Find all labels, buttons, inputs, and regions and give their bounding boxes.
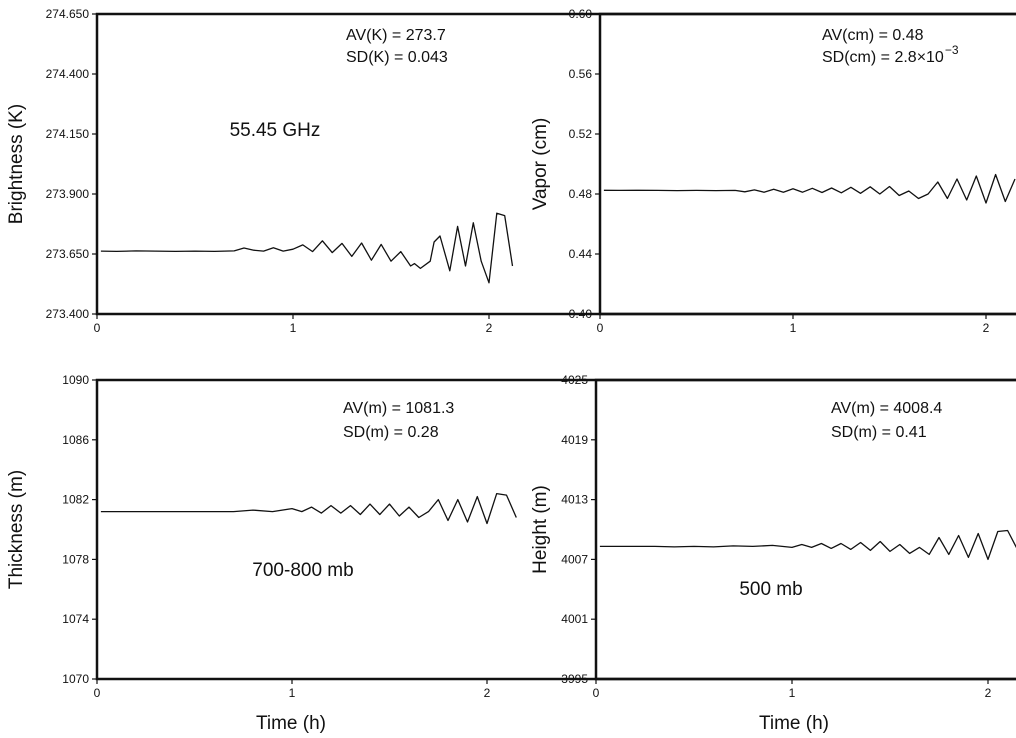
y-tick-label: 274.400 (46, 67, 90, 81)
y-tick-label: 1082 (62, 493, 89, 507)
y-tick-label: 0.52 (569, 127, 593, 141)
y-tick-label: 0.44 (569, 247, 593, 261)
std-dev-annotation: SD(m) = 0.41 (831, 424, 927, 441)
y-axis-title: Height (m) (530, 485, 551, 574)
y-axis-title: Thickness (m) (6, 470, 27, 589)
plot-frame (598, 12, 1016, 316)
average-annotation: AV(m) = 1081.3 (343, 400, 454, 417)
y-tick-label: 0.56 (569, 67, 593, 81)
chart-brightness: 273.400 273.650 273.900 274.150 274.400 274.6… (6, 7, 1016, 335)
x-tick-label: 1 (289, 686, 296, 700)
panel-label: 55.45 GHz (230, 120, 321, 141)
y-tick-label: 0.40 (569, 307, 593, 321)
y-tick-label: 3995 (561, 672, 588, 686)
x-tick-label: 0 (94, 686, 101, 700)
std-dev-annotation: SD(K) = 0.043 (346, 49, 448, 66)
panel-label: 700-800 mb (252, 560, 353, 581)
x-tick-label: 2 (985, 686, 992, 700)
x-tick-label: 0 (597, 321, 604, 335)
x-tick-label: 2 (486, 321, 493, 335)
y-tick-label: 273.900 (46, 187, 90, 201)
chart-thickness: 1070 1074 1078 1082 1086 1090 0 1 2 Thickness (m)… (6, 373, 1016, 700)
y-tick-label: 0.60 (569, 7, 593, 21)
y-tick-label: 0.48 (569, 187, 593, 201)
y-tick-label: 1086 (62, 433, 89, 447)
std-dev-annotation: SD(m) = 0.28 (343, 424, 439, 441)
plot-frame (95, 12, 1016, 316)
average-annotation: AV(K) = 273.7 (346, 27, 446, 44)
series-line-vapor (603, 173, 1016, 204)
x-tick-label: 2 (983, 321, 990, 335)
series-line-brightness (100, 212, 514, 284)
y-tick-label: 1090 (62, 373, 89, 387)
std-dev-exponent: −3 (945, 43, 959, 57)
x-tick-label: 1 (290, 321, 297, 335)
x-tick-label: 2 (484, 686, 491, 700)
average-annotation: AV(m) = 4008.4 (831, 400, 942, 417)
y-tick-label: 4025 (561, 373, 588, 387)
plot-frame (594, 378, 1016, 681)
series-line-height (599, 529, 1016, 561)
chart-vapor: 0.40 0.44 0.48 0.52 0.56 0.60 0 1 2 Vapor (cm) AV(… (530, 7, 1016, 335)
y-tick-label: 4001 (561, 612, 588, 626)
x-axis-title: Time (h) (256, 713, 326, 734)
y-axis-title: Brightness (K) (6, 104, 27, 224)
x-tick-label: 0 (94, 321, 101, 335)
x-tick-label: 0 (593, 686, 600, 700)
panel-label: 500 mb (739, 579, 802, 600)
series-line-thickness (100, 492, 517, 525)
average-annotation: AV(cm) = 0.48 (822, 27, 924, 44)
plot-frame (95, 378, 1016, 681)
y-tick-label: 274.150 (46, 127, 90, 141)
x-tick-label: 1 (790, 321, 797, 335)
y-tick-label: 274.650 (46, 7, 90, 21)
y-tick-label: 273.400 (46, 307, 90, 321)
y-tick-label: 4007 (561, 552, 588, 566)
y-tick-label: 1078 (62, 552, 89, 566)
y-axis-title: Vapor (cm) (530, 118, 551, 211)
y-tick-label: 1074 (62, 612, 89, 626)
std-dev-annotation: SD(cm) = 2.8×10 (822, 49, 944, 66)
x-axis-title: Time (h) (759, 713, 829, 734)
y-tick-label: 4019 (561, 433, 588, 447)
y-tick-label: 273.650 (46, 247, 90, 261)
y-tick-label: 4013 (561, 493, 588, 507)
chart-height: 3995 4001 4007 4013 4019 4025 0 1 2 Height (m) AV(… (530, 373, 1016, 700)
y-tick-label: 1070 (62, 672, 89, 686)
x-tick-label: 1 (789, 686, 796, 700)
